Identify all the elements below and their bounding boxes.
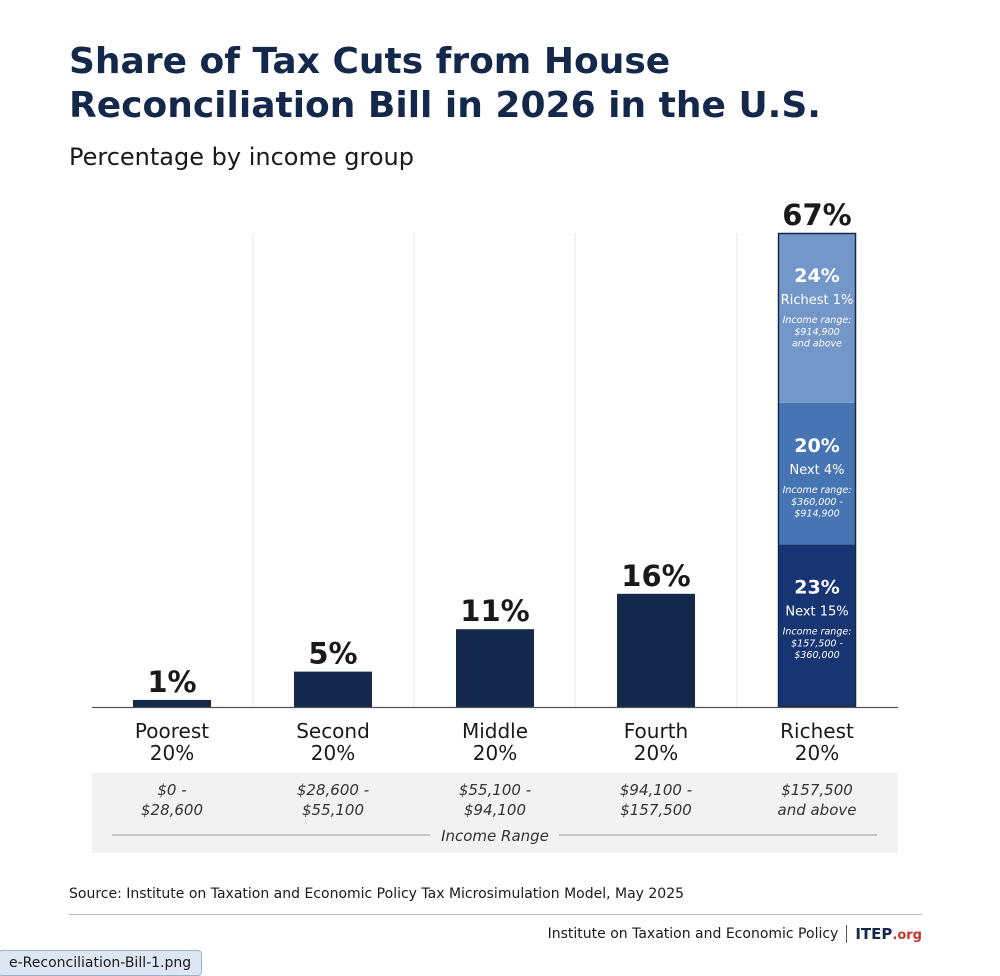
segment-group-label: Richest 1% <box>781 293 854 308</box>
income-range-value: $94,100 <box>464 801 526 819</box>
segment-group-label: Next 4% <box>789 463 844 478</box>
category-label: Richest <box>780 719 854 743</box>
footer-separator <box>846 925 848 943</box>
category-label: Second <box>296 719 370 743</box>
category-label: Poorest <box>135 719 209 743</box>
category-label: 20% <box>634 741 678 765</box>
category-label: 20% <box>311 741 355 765</box>
income-range-value: and above <box>778 801 857 819</box>
download-file-tab[interactable]: e-Reconciliation-Bill-1.png <box>0 950 203 976</box>
income-range-band <box>92 773 898 853</box>
segment-value-label: 23% <box>794 576 839 598</box>
segment-range-line: $914,900 <box>794 327 839 338</box>
bar <box>133 699 211 707</box>
value-label: 11% <box>460 594 529 628</box>
segment-range-title: Income range: <box>783 485 852 496</box>
footer: Institute on Taxation and Economic Polic… <box>548 925 922 943</box>
category-label: 20% <box>150 741 194 765</box>
bar-outline <box>777 232 857 708</box>
logo-text: ITEP <box>855 925 893 943</box>
segment-range-line: $914,900 <box>794 508 839 519</box>
bar <box>456 629 534 707</box>
bar-segment <box>778 233 856 403</box>
income-range-value: $55,100 <box>302 801 364 819</box>
segment-range-line: $360,000 - <box>791 497 843 508</box>
bar-segment <box>778 544 856 707</box>
footer-org: Institute on Taxation and Economic Polic… <box>547 926 839 942</box>
segment-value-label: 20% <box>794 435 839 457</box>
chart-subtitle: Percentage by income group <box>69 143 414 171</box>
bar-segment <box>778 402 856 545</box>
value-label: 16% <box>621 559 690 593</box>
footer-divider <box>69 914 922 915</box>
bar <box>617 593 695 707</box>
bar <box>294 671 372 707</box>
category-label: Middle <box>462 719 528 743</box>
chart-title: Share of Tax Cuts from House Reconciliat… <box>69 41 821 126</box>
income-range-value: $28,600 - <box>297 781 369 799</box>
segment-group-label: Next 15% <box>785 604 848 619</box>
category-label: 20% <box>473 741 517 765</box>
source-note: Source: Institute on Taxation and Econom… <box>69 886 685 902</box>
segment-range-title: Income range: <box>783 315 852 326</box>
income-range-value: $157,500 <box>781 781 853 799</box>
category-label: Fourth <box>624 719 688 743</box>
income-range-value: $157,500 <box>620 801 692 819</box>
value-label: 67% <box>782 198 851 232</box>
income-range-value: $28,600 <box>141 801 203 819</box>
value-label: 5% <box>308 637 357 671</box>
value-label: 1% <box>147 665 196 699</box>
logo-suffix: .org <box>892 928 922 943</box>
segment-value-label: 24% <box>794 265 839 287</box>
itep-logo: ITEP.org <box>855 925 922 943</box>
segment-range-line: $157,500 - <box>791 638 843 649</box>
category-label: 20% <box>795 741 839 765</box>
income-range-value: $55,100 - <box>459 781 531 799</box>
income-range-label: Income Range <box>441 827 549 845</box>
income-range-value: $0 - <box>157 781 186 799</box>
segment-range-line: $360,000 <box>794 650 839 661</box>
segment-range-line: and above <box>792 339 842 350</box>
segment-range-title: Income range: <box>783 626 852 637</box>
income-range-value: $94,100 - <box>620 781 692 799</box>
